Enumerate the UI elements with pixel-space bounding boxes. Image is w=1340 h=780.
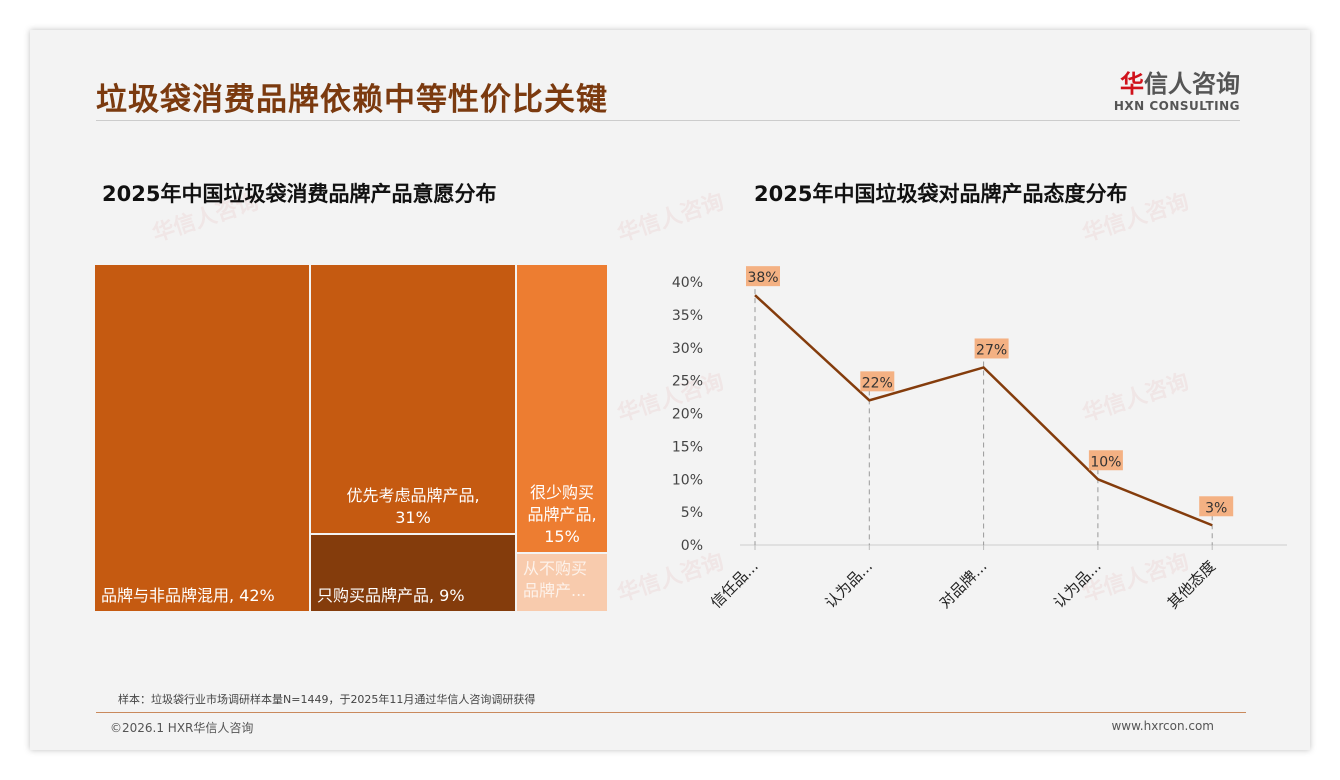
data-label: 10%: [1090, 454, 1121, 470]
series-line: [754, 294, 1213, 527]
y-tick-label: 40%: [672, 275, 703, 291]
line-chart-title: 2025年中国垃圾袋对品牌产品态度分布: [754, 182, 1128, 206]
website-link[interactable]: www.hxrcon.com: [1111, 719, 1214, 733]
divider: [96, 120, 1240, 121]
treemap-label: 只购买品牌产品, 9%: [317, 586, 465, 605]
line-chart: 0% 5% 10% 15% 20% 25% 30% 35% 40% 信任品... 认为品... 对品牌…: [672, 266, 1287, 612]
y-tick-label: 10%: [672, 472, 703, 488]
y-tick-label: 30%: [672, 341, 703, 357]
logo-text: 信人咨询: [1144, 70, 1240, 98]
sample-note: 样本：垃圾袋行业市场调研样本量N=1449，于2025年11月通过华信人咨询调研…: [118, 693, 536, 706]
y-tick-label: 5%: [681, 505, 703, 521]
data-label: 38%: [747, 270, 778, 286]
data-label-bg: [860, 371, 895, 392]
treemap-label: 品牌与非品牌混用, 42%: [101, 586, 275, 605]
treemap-block: 从不购买 品牌产...: [517, 554, 607, 611]
treemap-label: 很少购买 品牌产品, 15%: [527, 483, 597, 546]
x-tick-label: 信任品...: [707, 557, 762, 612]
data-label-bg: [1199, 496, 1234, 517]
slide: 垃圾袋消费品牌依赖中等性价比关键 华信人咨询 HXN CONSULTING 华信…: [30, 30, 1310, 750]
x-tick-label: 认为品...: [821, 557, 876, 612]
y-tick-label: 15%: [672, 439, 703, 455]
copyright: ©2026.1 HXR华信人咨询: [110, 721, 254, 735]
treemap-label: 从不购买 品牌产...: [523, 559, 588, 600]
x-tick-label: 认为品...: [1050, 557, 1105, 612]
page-title: 垃圾袋消费品牌依赖中等性价比关键: [96, 82, 608, 118]
data-label: 22%: [862, 375, 893, 391]
treemap-block: 很少购买 品牌产品, 15%: [517, 265, 607, 552]
y-tick-label: 20%: [672, 407, 703, 423]
logo-subtext: HXN CONSULTING: [1113, 99, 1240, 113]
treemap-block: 品牌与非品牌混用, 42%: [95, 265, 309, 611]
footer-divider: [96, 712, 1246, 713]
data-label: 27%: [976, 342, 1007, 358]
treemap-title: 2025年中国垃圾袋消费品牌产品意愿分布: [102, 182, 497, 206]
x-tick-label: 对品牌...: [936, 557, 991, 612]
data-label-bg: [746, 266, 780, 287]
data-label-bg: [1088, 450, 1123, 471]
logo-mark: 华: [1120, 70, 1144, 98]
y-tick-label: 25%: [672, 374, 703, 390]
treemap-label: 优先考虑品牌产品, 31%: [346, 486, 480, 527]
x-tick-label: 其他态度: [1164, 557, 1219, 612]
data-label-bg: [974, 338, 1009, 359]
logo: 华信人咨询 HXN CONSULTING: [1114, 64, 1240, 113]
treemap-block: 只购买品牌产品, 9%: [311, 535, 515, 611]
treemap-block: 优先考虑品牌产品, 31%: [311, 265, 515, 533]
data-label: 3%: [1205, 500, 1227, 516]
y-tick-label: 35%: [672, 308, 703, 324]
y-tick-label: 0%: [681, 538, 703, 554]
